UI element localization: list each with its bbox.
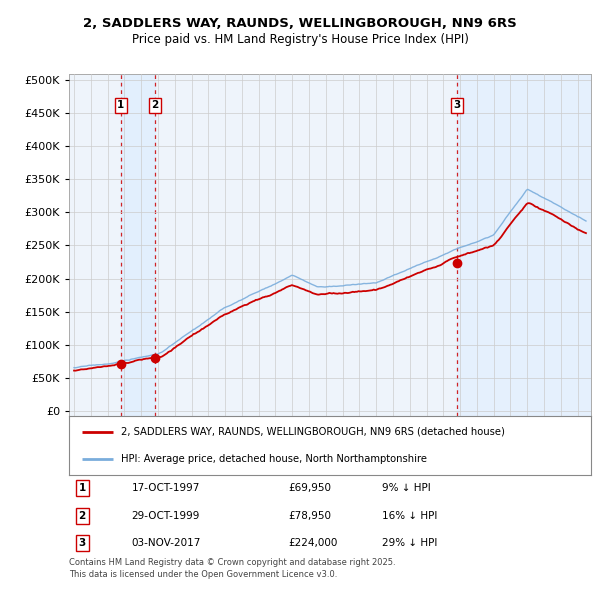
Text: £224,000: £224,000 [288,538,338,548]
Text: 2, SADDLERS WAY, RAUNDS, WELLINGBOROUGH, NN9 6RS (detached house): 2, SADDLERS WAY, RAUNDS, WELLINGBOROUGH,… [121,427,505,437]
Text: 29-OCT-1999: 29-OCT-1999 [131,510,200,520]
Bar [457,74,591,416]
Text: 2: 2 [151,100,158,110]
Text: Contains HM Land Registry data © Crown copyright and database right 2025.
This d: Contains HM Land Registry data © Crown c… [69,558,395,579]
Text: 29% ↓ HPI: 29% ↓ HPI [382,538,437,548]
Text: HPI: Average price, detached house, North Northamptonshire: HPI: Average price, detached house, Nort… [121,454,427,464]
Text: 3: 3 [79,538,86,548]
Text: 1: 1 [79,483,86,493]
Text: £78,950: £78,950 [288,510,331,520]
Bar [121,74,155,416]
Text: 2: 2 [79,510,86,520]
Text: 17-OCT-1997: 17-OCT-1997 [131,483,200,493]
Text: 2, SADDLERS WAY, RAUNDS, WELLINGBOROUGH, NN9 6RS: 2, SADDLERS WAY, RAUNDS, WELLINGBOROUGH,… [83,17,517,30]
Text: 03-NOV-2017: 03-NOV-2017 [131,538,201,548]
Text: 9% ↓ HPI: 9% ↓ HPI [382,483,431,493]
Text: 16% ↓ HPI: 16% ↓ HPI [382,510,437,520]
Text: £69,950: £69,950 [288,483,331,493]
Text: Price paid vs. HM Land Registry's House Price Index (HPI): Price paid vs. HM Land Registry's House … [131,33,469,46]
Text: 3: 3 [454,100,461,110]
Text: 1: 1 [117,100,124,110]
